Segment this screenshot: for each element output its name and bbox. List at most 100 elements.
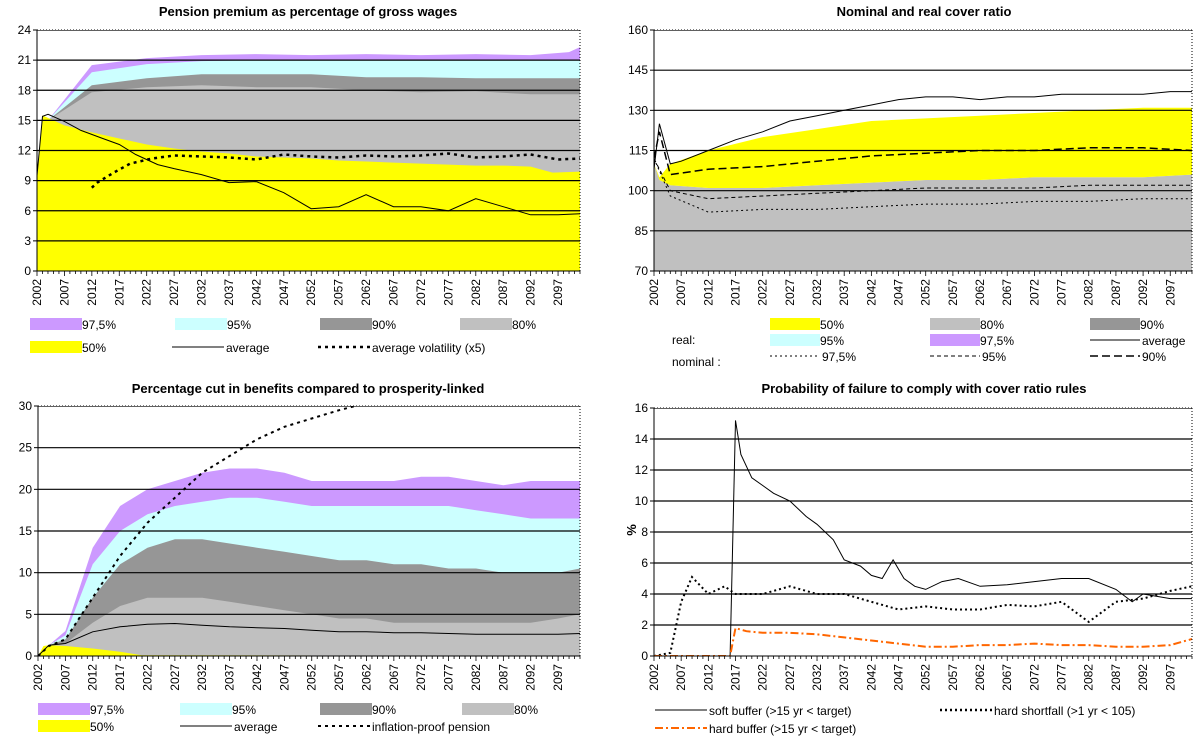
legend1-80-swatch — [460, 318, 512, 330]
legend2-50-label: 50% — [820, 318, 844, 332]
x-tick-label: 2072 — [1027, 279, 1041, 306]
x-tick-label: 2017 — [729, 664, 743, 691]
x-tick-label: 2037 — [837, 279, 851, 306]
legend3-80-label: 80% — [514, 703, 538, 717]
y-tick-label: 15 — [19, 524, 33, 538]
x-tick-label: 2017 — [729, 279, 743, 306]
chart-title: Percentage cut in benefits compared to p… — [132, 381, 485, 396]
series-line — [38, 622, 580, 656]
x-tick-label: 2022 — [140, 279, 154, 306]
legend3-80-swatch — [462, 703, 514, 715]
y-tick-label: 4 — [641, 587, 648, 601]
x-tick-label: 2007 — [58, 664, 72, 691]
x-tick-label: 2082 — [1082, 279, 1096, 306]
y-tick-label: 12 — [18, 144, 32, 158]
series-line — [654, 158, 1192, 213]
legend1-volatility-label: average volatility (x5) — [372, 341, 485, 355]
series-line — [654, 575, 1192, 656]
legend3-97-5-swatch — [38, 703, 90, 715]
x-tick-label: 2022 — [756, 664, 770, 691]
y-tick-label: 15 — [18, 113, 32, 127]
legend1-97-5-swatch — [30, 318, 82, 330]
legend2-nominal-95-label: 95% — [982, 350, 1006, 364]
x-tick-label: 2007 — [674, 664, 688, 691]
x-tick-label: 2092 — [1136, 664, 1150, 691]
x-tick-label: 2087 — [496, 664, 510, 691]
x-tick-label: 2027 — [783, 279, 797, 306]
legend2-95-label: 95% — [820, 334, 844, 348]
x-tick-label: 2012 — [85, 279, 99, 306]
x-tick-label: 2002 — [30, 279, 44, 306]
series-line — [654, 420, 1192, 656]
x-tick-label: 2097 — [1163, 664, 1177, 691]
y-tick-label: 6 — [641, 556, 648, 570]
x-tick-label: 2052 — [919, 664, 933, 691]
x-tick-label: 2047 — [277, 279, 291, 306]
x-tick-label: 2082 — [469, 279, 483, 306]
x-tick-label: 2097 — [551, 664, 565, 691]
x-tick-label: 2057 — [332, 279, 346, 306]
y-tick-label: 10 — [19, 566, 33, 580]
x-tick-label: 2037 — [223, 664, 237, 691]
x-tick-label: 2077 — [1055, 664, 1069, 691]
x-tick-label: 2062 — [359, 279, 373, 306]
x-tick-label: 2087 — [1109, 664, 1123, 691]
y-axis-label: % — [624, 524, 639, 536]
series-line — [654, 158, 1192, 200]
plot-area — [654, 408, 1192, 656]
x-tick-label: 2032 — [195, 664, 209, 691]
y-tick-label: 85 — [635, 224, 649, 238]
x-tick-label: 2012 — [701, 279, 715, 306]
x-tick-label: 2062 — [973, 664, 987, 691]
y-tick-label: 5 — [25, 607, 32, 621]
x-tick-label: 2002 — [647, 664, 661, 691]
x-tick-label: 2027 — [783, 664, 797, 691]
y-tick-label: 8 — [641, 525, 648, 539]
y-tick-label: 12 — [635, 463, 649, 477]
x-tick-label: 2032 — [810, 279, 824, 306]
x-tick-label: 2062 — [359, 664, 373, 691]
x-tick-label: 2067 — [387, 664, 401, 691]
x-tick-label: 2002 — [647, 279, 661, 306]
x-tick-label: 2092 — [524, 279, 538, 306]
x-tick-label: 2047 — [892, 279, 906, 306]
y-tick-label: 25 — [19, 441, 33, 455]
x-tick-label: 2037 — [222, 279, 236, 306]
plot-area — [654, 30, 1192, 271]
legend2-97-5-swatch — [930, 334, 980, 346]
legend3-inflation-label: inflation-proof pension — [372, 720, 490, 734]
x-tick-label: 2057 — [332, 664, 346, 691]
legend1-90-swatch — [320, 318, 372, 330]
x-tick-label: 2047 — [277, 664, 291, 691]
x-tick-label: 2012 — [701, 664, 715, 691]
band-50% — [654, 107, 1192, 188]
x-tick-label: 2042 — [249, 279, 263, 306]
legend3-90-swatch — [320, 703, 372, 715]
y-tick-label: 16 — [635, 401, 649, 415]
legend2-50-swatch — [770, 318, 820, 330]
x-tick-label: 2067 — [387, 279, 401, 306]
x-tick-label: 2042 — [250, 664, 264, 691]
y-tick-label: 0 — [25, 649, 32, 663]
x-tick-label: 2017 — [113, 664, 127, 691]
chart-title: Pension premium as percentage of gross w… — [159, 4, 457, 19]
band-80% — [38, 597, 580, 656]
legend2-90-swatch — [1090, 318, 1140, 330]
y-tick-label: 18 — [18, 83, 32, 97]
legend1-50-label: 50% — [82, 341, 106, 355]
legend2-average-label: average — [1142, 334, 1186, 348]
chart-title: Nominal and real cover ratio — [837, 4, 1012, 19]
legend2-90-label: 90% — [1140, 318, 1164, 332]
x-tick-label: 2022 — [756, 279, 770, 306]
legend2-80-label: 80% — [980, 318, 1004, 332]
legend3-90-label: 90% — [372, 703, 396, 717]
legend3-95-label: 95% — [232, 703, 256, 717]
x-tick-label: 2077 — [442, 664, 456, 691]
y-tick-label: 0 — [641, 649, 648, 663]
x-tick-label: 2032 — [195, 279, 209, 306]
x-tick-label: 2067 — [1000, 664, 1014, 691]
y-tick-label: 10 — [635, 494, 649, 508]
x-tick-label: 2097 — [1163, 279, 1177, 306]
y-tick-label: 115 — [629, 144, 648, 158]
legend1-90-label: 90% — [372, 318, 396, 332]
